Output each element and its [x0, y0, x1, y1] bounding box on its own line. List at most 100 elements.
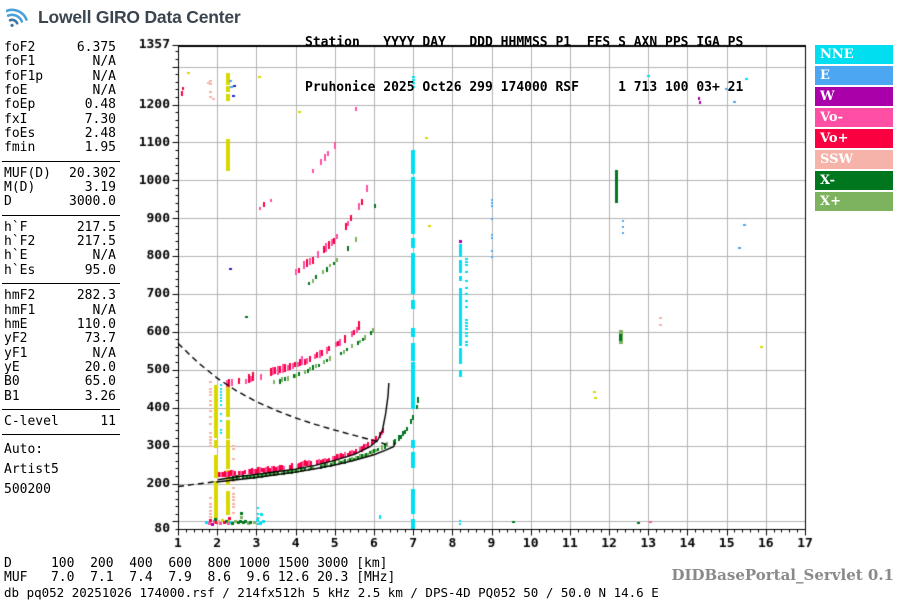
servlet-watermark: DIDBasePortal_Servlet 0.1	[671, 566, 894, 584]
param-label: foE	[4, 83, 28, 99]
param-label: h`F	[4, 219, 28, 235]
param-label: h`E	[4, 248, 28, 264]
giro-logo-icon	[6, 8, 28, 27]
param-row-fof1p: foF1p N/A	[4, 68, 116, 84]
param-value: N/A	[92, 302, 116, 318]
param-row-mufd: MUF(D) 20.302	[4, 165, 116, 181]
autoscaling-line: Auto:	[4, 442, 44, 458]
legend-item-nne: NNE	[815, 45, 893, 64]
legend-item-e: E	[815, 66, 893, 85]
param-value: 217.5	[76, 219, 116, 235]
param-label: B1	[4, 388, 20, 404]
param-row-he: h`E N/A	[4, 248, 116, 264]
param-value: 3.19	[84, 180, 116, 196]
param-row-md: M(D) 3.19	[4, 180, 116, 196]
param-value: 7.30	[84, 111, 116, 127]
param-label: MUF(D)	[4, 165, 51, 181]
param-value: 20.0	[84, 359, 116, 375]
station-header-labels: Station YYYY DAY DDD HHMMSS P1 FFS S AXN…	[305, 35, 744, 50]
param-label: foEs	[4, 126, 36, 142]
param-value: N/A	[92, 248, 116, 264]
param-value: 11	[100, 413, 116, 429]
param-value: 2.48	[84, 126, 116, 142]
param-value: 3000.0	[69, 194, 116, 210]
param-label: B0	[4, 374, 20, 390]
param-row-fof2: foF2 6.375	[4, 40, 116, 55]
legend-item-vo: Vo+	[815, 129, 893, 148]
legend-item-vo: Vo-	[815, 108, 893, 127]
legend-item-x: X+	[815, 192, 893, 211]
param-label: yF2	[4, 331, 28, 347]
param-row-hme: hmE 110.0	[4, 316, 116, 332]
param-label: h`Es	[4, 262, 36, 278]
param-row-hf2: h`F2 217.5	[4, 234, 116, 250]
footer-status-line: db pq052 20251026 174000.rsf / 214fx512h…	[4, 585, 659, 600]
param-row-ye: yE 20.0	[4, 359, 116, 375]
param-row-foep: foEp 0.48	[4, 97, 116, 113]
legend-item-ssw: SSW	[815, 150, 893, 169]
param-row-fxi: fxI 7.30	[4, 111, 116, 127]
param-label: yE	[4, 359, 20, 375]
brand-title: Lowell GIRO Data Center	[38, 7, 241, 27]
param-label: hmE	[4, 316, 28, 332]
parameter-panel: foF2 6.375 foF1 N/A foF1p N/A foE N/A foEp 0.48 fx…	[2, 40, 120, 500]
param-value: N/A	[92, 345, 116, 361]
param-row-fof1: foF1 N/A	[4, 54, 116, 70]
param-value: 0.48	[84, 97, 116, 113]
autoscaling-block: Auto: Artist5 500200	[4, 440, 116, 500]
param-value: 73.7	[84, 331, 116, 347]
param-row-fmin: fmin 1.95	[4, 140, 116, 156]
legend-item-x: X-	[815, 171, 893, 190]
param-row-b1: B1 3.26	[4, 388, 116, 404]
param-row-b0: B0 65.0	[4, 374, 116, 390]
param-value: 217.5	[76, 234, 116, 250]
panel-separator	[2, 434, 120, 436]
param-label: foF1	[4, 54, 36, 70]
param-row-yf2: yF2 73.7	[4, 331, 116, 347]
param-row-foe: foE N/A	[4, 83, 116, 99]
param-row-clevel: C-level 11	[4, 413, 116, 429]
param-value: 3.26	[84, 388, 116, 404]
param-row-hmf1: hmF1 N/A	[4, 302, 116, 318]
param-value: 1.95	[84, 140, 116, 156]
footer-distance-row: D 100 200 400 600 800 1000 1500 3000 [km…	[4, 556, 388, 571]
param-row-hf: h`F 217.5	[4, 219, 116, 235]
param-row-d: D 3000.0	[4, 194, 116, 210]
param-label: foEp	[4, 97, 36, 113]
panel-separator	[2, 160, 120, 162]
autoscaling-line: Artist5	[4, 462, 59, 478]
param-value: 20.302	[69, 165, 116, 181]
param-value: 95.0	[84, 262, 116, 278]
header-brand: Lowell GIRO Data Center	[6, 5, 241, 30]
panel-separator	[2, 408, 120, 410]
param-label: D	[4, 194, 12, 210]
station-header-values: Pruhonice 2025 Oct26 299 174000 RSF 1 71…	[305, 80, 744, 95]
param-label: hmF1	[4, 302, 36, 318]
param-value: N/A	[92, 83, 116, 99]
param-label: foF1p	[4, 68, 44, 84]
param-label: yF1	[4, 345, 28, 361]
param-label: hmF2	[4, 288, 36, 304]
param-value: 110.0	[76, 316, 116, 332]
legend-item-w: W	[815, 87, 893, 106]
param-label: fxI	[4, 111, 28, 127]
panel-separator	[2, 214, 120, 216]
panel-separator	[2, 283, 120, 285]
param-value: N/A	[92, 54, 116, 70]
param-value: 6.375	[76, 40, 116, 55]
param-row-hmf2: hmF2 282.3	[4, 288, 116, 304]
footer-muf-row: MUF 7.0 7.1 7.4 7.9 8.6 9.6 12.6 20.3 [M…	[4, 570, 396, 585]
param-label: C-level	[4, 413, 59, 429]
param-label: M(D)	[4, 180, 36, 196]
param-label: fmin	[4, 140, 36, 156]
param-value: 282.3	[76, 288, 116, 304]
param-value: 65.0	[84, 374, 116, 390]
station-header: Station YYYY DAY DDD HHMMSS P1 FFS S AXN…	[305, 5, 743, 110]
param-row-yf1: yF1 N/A	[4, 345, 116, 361]
param-label: h`F2	[4, 234, 36, 250]
param-row-foes: foEs 2.48	[4, 126, 116, 142]
autoscaling-line: 500200	[4, 482, 51, 498]
param-label: foF2	[4, 40, 36, 55]
param-row-hes: h`Es 95.0	[4, 262, 116, 278]
